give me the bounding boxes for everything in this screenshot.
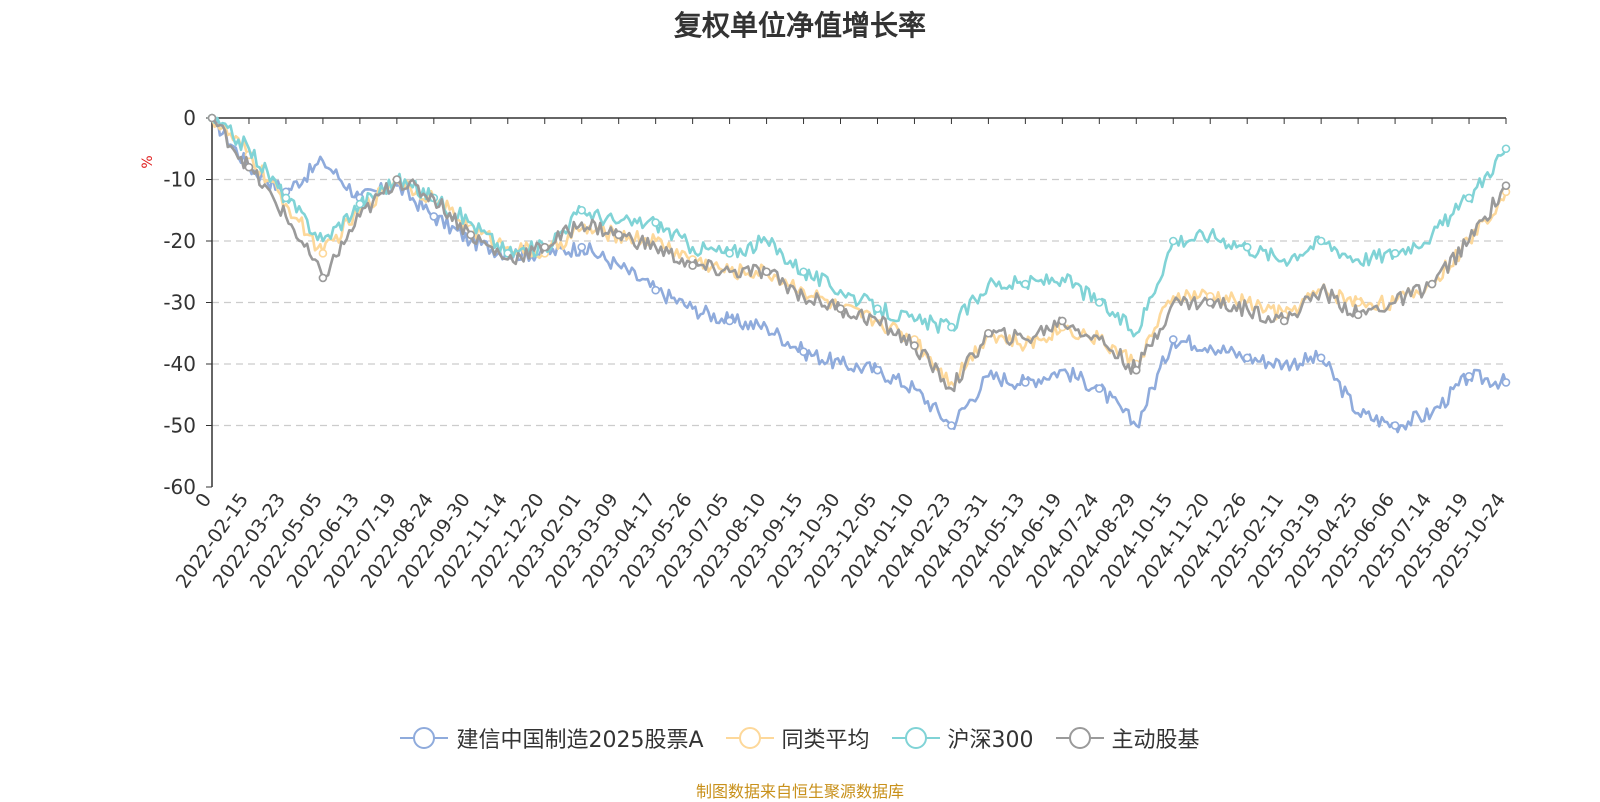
data-point xyxy=(1131,365,1141,375)
data-point xyxy=(1353,310,1363,320)
data-point xyxy=(947,322,956,332)
data-point xyxy=(1464,193,1474,203)
data-point xyxy=(1501,181,1511,190)
data-point xyxy=(244,162,254,172)
series-line xyxy=(210,116,1508,338)
legend-swatch-icon xyxy=(1055,727,1104,749)
data-point xyxy=(1168,236,1178,246)
chart-legend: 建信中国制造2025股票A 同类平均 沪深300 主动股基 xyxy=(0,722,1600,754)
chart-title: 复权单位净值增长率 xyxy=(673,9,926,42)
data-point xyxy=(614,230,623,240)
data-point xyxy=(466,230,476,240)
legend-label: 主动股基 xyxy=(1111,728,1200,753)
data-point xyxy=(355,199,365,209)
data-point xyxy=(207,113,217,123)
data-point xyxy=(984,328,993,338)
data-point xyxy=(1390,421,1400,430)
data-point xyxy=(762,267,771,277)
data-point xyxy=(725,249,734,258)
data-point xyxy=(577,242,587,252)
data-point xyxy=(1464,371,1474,381)
series-group xyxy=(207,113,1511,338)
y-tick-label: -10 xyxy=(163,168,196,192)
y-tick-label: -40 xyxy=(163,352,196,376)
data-point xyxy=(281,193,291,203)
source-note: 制图数据来自恒生聚源数据库 xyxy=(695,782,904,801)
data-point xyxy=(1242,242,1252,252)
data-point xyxy=(1427,279,1437,289)
data-point xyxy=(873,365,882,375)
data-point xyxy=(1242,353,1252,363)
data-point xyxy=(725,316,734,326)
series-line xyxy=(210,117,1508,387)
data-point xyxy=(1095,298,1104,307)
data-point xyxy=(910,341,919,350)
data-point xyxy=(577,205,587,215)
data-point xyxy=(1021,378,1030,387)
data-point xyxy=(651,218,660,227)
data-point xyxy=(1501,378,1511,387)
series-line xyxy=(212,116,1508,434)
legend-swatch-icon xyxy=(400,727,449,749)
data-point xyxy=(392,175,402,184)
data-point xyxy=(1168,335,1178,344)
data-point xyxy=(1058,316,1067,326)
data-point xyxy=(318,249,328,258)
data-point xyxy=(1279,316,1289,326)
data-point xyxy=(1353,298,1363,307)
series-layer xyxy=(207,113,1511,434)
data-point xyxy=(1390,249,1400,258)
data-point xyxy=(429,212,439,221)
y-tick-label: -50 xyxy=(163,414,196,438)
data-point xyxy=(1095,384,1104,393)
series-group xyxy=(207,113,1511,434)
data-point xyxy=(947,421,956,430)
data-point xyxy=(836,304,845,313)
data-point xyxy=(540,242,550,252)
data-point xyxy=(1316,236,1326,246)
legend-swatch-icon xyxy=(891,727,940,749)
series-group xyxy=(207,113,1511,387)
y-tick-label: -30 xyxy=(163,291,196,315)
data-point xyxy=(688,261,697,270)
data-point xyxy=(1316,353,1326,363)
legend-swatch-icon xyxy=(725,727,774,749)
data-point xyxy=(799,267,808,277)
series-line xyxy=(211,117,1507,393)
y-tick-label: -20 xyxy=(163,229,196,253)
legend-item[interactable]: 建信中国制造2025股票A xyxy=(400,722,704,754)
data-point xyxy=(873,304,882,313)
y-tick-label: -60 xyxy=(163,475,196,499)
legend-label: 同类平均 xyxy=(781,728,870,753)
data-point xyxy=(799,347,808,357)
legend-item[interactable]: 主动股基 xyxy=(1055,722,1200,754)
data-point xyxy=(1501,144,1511,154)
legend-item[interactable]: 同类平均 xyxy=(725,722,870,754)
data-point xyxy=(651,285,660,295)
series-group xyxy=(207,113,1511,393)
x-tick-label: 0 xyxy=(191,489,216,512)
legend-label: 沪深300 xyxy=(947,728,1034,753)
legend-label: 建信中国制造2025股票A xyxy=(456,728,704,753)
data-point xyxy=(318,273,328,283)
legend-item[interactable]: 沪深300 xyxy=(891,722,1034,754)
data-point xyxy=(1205,298,1215,307)
y-tick-label: 0 xyxy=(183,106,196,130)
data-point xyxy=(1021,279,1030,289)
y-axis-unit-label: % xyxy=(140,155,156,168)
